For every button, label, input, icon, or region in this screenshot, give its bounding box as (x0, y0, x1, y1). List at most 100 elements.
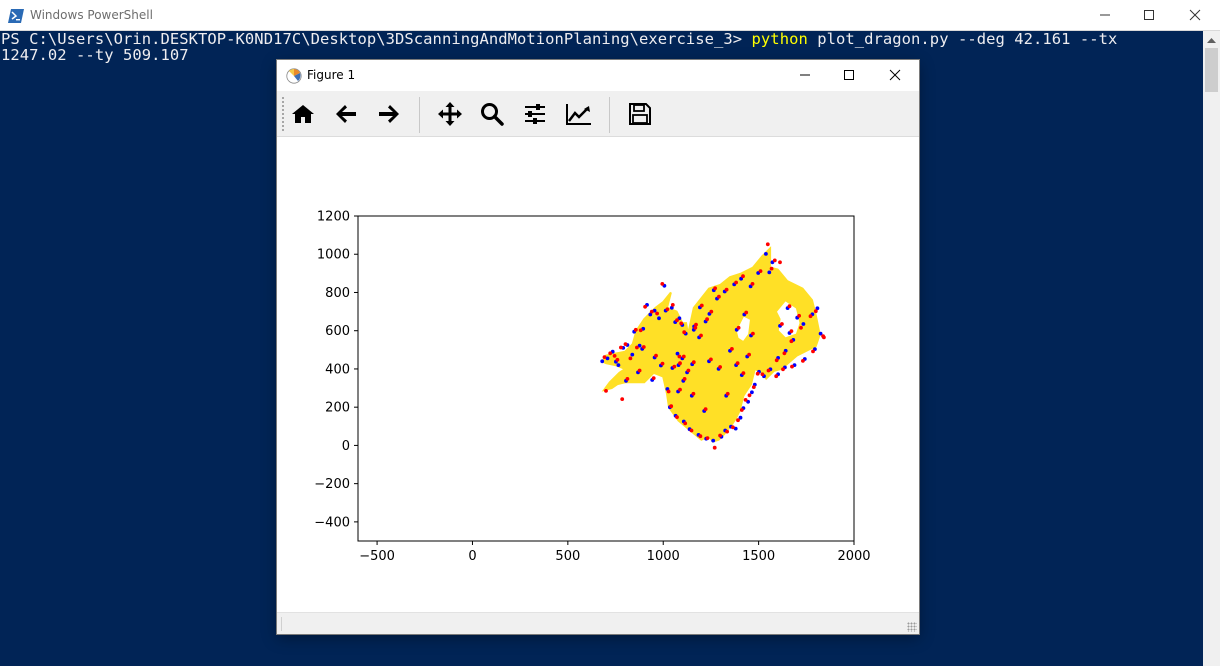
figure-title: Figure 1 (307, 68, 356, 82)
red-point (747, 352, 751, 357)
red-point (681, 354, 686, 359)
red-point (660, 282, 665, 286)
home-button[interactable] (288, 99, 318, 129)
red-point (781, 367, 785, 372)
toolbar-separator (609, 97, 610, 133)
red-point (637, 368, 642, 373)
red-point (651, 376, 656, 380)
y-tick-label: 1000 (317, 248, 350, 263)
pan-icon (438, 102, 462, 126)
red-point (731, 425, 735, 430)
blue-point (801, 322, 806, 326)
pan-button[interactable] (435, 99, 465, 129)
dragon-plot[interactable]: −500 0 500 1000 1500 2000 −400 −200 0 200 400 600 80… (277, 138, 919, 612)
blue-point (669, 305, 674, 310)
resize-grip[interactable] (907, 622, 917, 632)
red-point (751, 385, 756, 389)
x-tick-label: 0 (468, 549, 476, 564)
red-point (691, 391, 696, 396)
red-point (774, 374, 779, 379)
y-tick-label: 400 (325, 362, 350, 377)
red-point (694, 322, 698, 327)
red-point (669, 404, 674, 409)
red-point (660, 361, 665, 366)
red-point (790, 364, 794, 369)
red-point (735, 361, 740, 366)
red-point (808, 314, 813, 319)
red-point (698, 434, 703, 439)
red-point (744, 310, 749, 315)
red-point (672, 364, 677, 369)
scroll-up-arrow-icon[interactable] (1203, 31, 1220, 48)
figure-minimize-button[interactable] (782, 60, 828, 90)
red-point (717, 294, 721, 299)
red-point (766, 368, 771, 373)
x-tick-label: 1000 (647, 549, 680, 564)
red-point (741, 274, 745, 279)
red-point (712, 445, 717, 450)
red-point (705, 436, 710, 440)
red-point (620, 397, 625, 401)
red-point (709, 357, 713, 362)
configure-subplots-button[interactable] (520, 99, 550, 129)
red-point (699, 333, 703, 338)
red-point (769, 266, 774, 271)
toolbar-grip[interactable] (281, 96, 285, 132)
red-point (612, 354, 617, 358)
console-line-2: 1247.02 --ty 509.107 (1, 46, 189, 64)
blue-point (675, 351, 680, 356)
save-icon (629, 103, 651, 125)
vertical-scrollbar[interactable] (1203, 31, 1220, 666)
powershell-titlebar: Windows PowerShell (0, 0, 1220, 31)
red-point (778, 260, 782, 265)
plot-canvas[interactable]: −500 0 500 1000 1500 2000 −400 −200 0 200 400 600 80… (277, 138, 919, 612)
prompt-text: PS C:\Users\Orin.DESKTOP-K0ND17C\Desktop… (1, 30, 752, 48)
red-point (623, 342, 628, 346)
red-point (725, 429, 729, 434)
red-point (666, 389, 671, 394)
red-point (789, 329, 794, 333)
red-point (734, 280, 738, 285)
red-point (772, 258, 777, 263)
edit-axis-button[interactable] (564, 99, 594, 129)
red-point (718, 365, 722, 369)
dragon-shape (600, 246, 821, 443)
red-point (741, 371, 746, 375)
close-button[interactable] (1172, 0, 1218, 30)
blue-point (818, 331, 823, 336)
red-point (683, 421, 688, 426)
red-point (811, 349, 815, 354)
red-point (789, 339, 794, 344)
red-point (693, 325, 698, 330)
blue-point (738, 415, 743, 420)
zoom-button[interactable] (477, 99, 507, 129)
red-point (705, 317, 709, 322)
red-point (813, 309, 818, 314)
red-point (682, 377, 687, 381)
red-point (679, 321, 684, 326)
blue-point (605, 356, 610, 361)
blue-point (815, 306, 820, 311)
red-point (649, 309, 654, 314)
x-tick-label: 1500 (742, 549, 775, 564)
save-button[interactable] (625, 99, 655, 129)
scroll-thumb[interactable] (1205, 48, 1218, 92)
red-point (615, 357, 620, 362)
back-button[interactable] (331, 99, 361, 129)
x-tick-label: 2000 (837, 549, 870, 564)
red-point (751, 331, 755, 336)
red-point (635, 345, 639, 350)
zoom-icon (481, 103, 504, 126)
y-tick-label: 200 (325, 401, 350, 416)
forward-button[interactable] (374, 99, 404, 129)
red-point (709, 309, 714, 314)
red-point (602, 355, 607, 359)
back-icon (336, 105, 356, 123)
y-tick-label: −200 (314, 477, 350, 492)
figure-close-button[interactable] (872, 60, 918, 90)
y-tick-label: 0 (342, 439, 350, 454)
figure-maximize-button[interactable] (826, 60, 872, 90)
red-point (797, 313, 801, 318)
minimize-button[interactable] (1082, 0, 1128, 30)
maximize-button[interactable] (1126, 0, 1172, 30)
